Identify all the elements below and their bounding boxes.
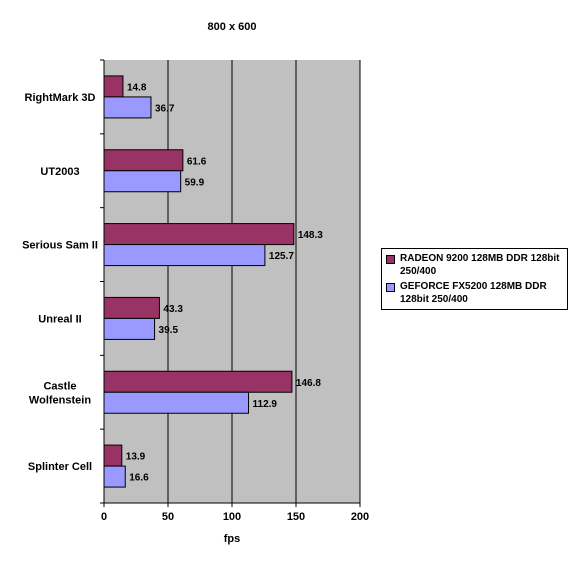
legend-item: RADEON 9200 128MB DDR 128bit 250/400 <box>386 252 563 278</box>
bar <box>103 391 250 414</box>
bar <box>103 96 152 119</box>
bar <box>103 149 184 172</box>
legend-label: RADEON 9200 128MB DDR 128bit 250/400 <box>400 253 560 277</box>
bar <box>103 296 160 319</box>
category-label: UT2003 <box>40 166 79 178</box>
category-label: Castle Wolfenstein <box>29 380 91 406</box>
x-ticks: 0 50 100 150 200 <box>101 503 369 523</box>
chart-title: 800 x 600 <box>208 21 257 33</box>
x-tick-label: 150 <box>287 511 305 523</box>
bar <box>103 170 182 193</box>
data-label: 61.6 <box>187 156 207 167</box>
data-label: 14.8 <box>127 82 147 93</box>
x-tick-label: 50 <box>162 511 174 523</box>
data-label: 39.5 <box>159 325 179 336</box>
value-labels: 14.8 36.7 61.6 59.9 148.3 125.7 43.3 39.5 146.8 1… <box>126 82 323 483</box>
legend: RADEON 9200 128MB DDR 128bit 250/400 GEFO… <box>381 248 568 310</box>
category-label: Splinter Cell <box>28 461 92 473</box>
legend-swatch <box>386 283 395 292</box>
data-label: 125.7 <box>269 251 294 262</box>
category-label: RightMark 3D <box>25 92 96 104</box>
category-labels: RightMark 3D UT2003 Serious Sam II Unreal I… <box>22 59 104 504</box>
bars <box>103 75 295 488</box>
x-axis-title: fps <box>224 533 241 545</box>
data-label: 16.6 <box>129 473 149 484</box>
data-label: 43.3 <box>163 304 183 315</box>
x-tick-label: 0 <box>101 511 107 523</box>
data-label: 36.7 <box>155 103 175 114</box>
data-label: 112.9 <box>253 399 278 410</box>
legend-swatch <box>386 255 395 264</box>
bar <box>103 444 123 467</box>
bar <box>103 317 156 340</box>
bar <box>103 223 295 246</box>
legend-item: GEFORCE FX5200 128MB DDR 128bit 250/400 <box>386 280 563 306</box>
data-label: 148.3 <box>298 230 323 241</box>
data-label: 146.8 <box>296 378 321 389</box>
data-label: 59.9 <box>185 177 205 188</box>
category-label: Unreal II <box>38 313 81 325</box>
gridlines <box>167 60 361 503</box>
x-tick-label: 100 <box>223 511 241 523</box>
bar <box>103 244 266 267</box>
bar <box>103 465 126 488</box>
category-label: Serious Sam II <box>22 240 98 252</box>
bar <box>103 75 124 98</box>
data-label: 13.9 <box>126 452 146 463</box>
bar <box>103 370 293 393</box>
x-tick-label: 200 <box>351 511 369 523</box>
legend-label: GEFORCE FX5200 128MB DDR 128bit 250/400 <box>400 281 547 305</box>
